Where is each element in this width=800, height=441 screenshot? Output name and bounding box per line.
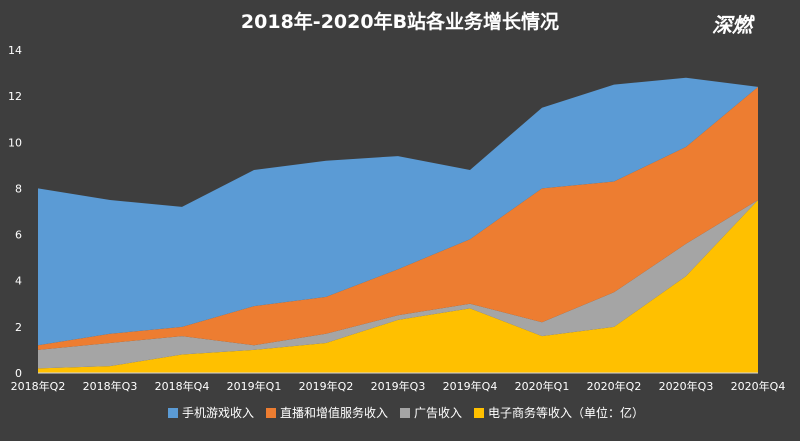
legend-label: 广告收入	[414, 406, 462, 420]
x-tick-label: 2019年Q3	[371, 379, 426, 393]
y-tick-label: 2	[15, 321, 22, 334]
y-tick-label: 12	[8, 90, 22, 103]
area-series-4	[38, 77, 758, 346]
x-tick-label: 2019年Q2	[299, 379, 354, 393]
y-tick-label: 14	[8, 44, 22, 57]
legend-label: 直播和增值服务收入	[280, 405, 388, 420]
legend-swatch	[400, 408, 410, 418]
x-tick-label: 2020年Q4	[731, 379, 786, 393]
area-series-3	[38, 86, 758, 350]
watermark-text: 深燃	[712, 13, 755, 37]
legend-swatch	[474, 408, 484, 418]
y-tick-label: 10	[8, 136, 22, 149]
x-tick-label: 2020年Q1	[515, 379, 570, 393]
legend-label: 电子商务等收入（单位：亿）	[488, 405, 644, 420]
x-tick-label: 2018年Q3	[83, 379, 138, 393]
chart-title: 2018年-2020年B站各业务增长情况	[241, 10, 559, 33]
x-tick-label: 2019年Q4	[443, 379, 498, 393]
legend-label: 手机游戏收入	[182, 406, 254, 420]
x-tick-label: 2020年Q3	[659, 379, 714, 393]
x-tick-label: 2020年Q2	[587, 379, 642, 393]
watermark-logo: 深燃	[712, 13, 755, 37]
y-tick-label: 8	[15, 182, 22, 195]
x-tick-label: 2018年Q2	[11, 379, 66, 393]
y-tick-label: 0	[15, 367, 22, 380]
area-series-2	[38, 200, 758, 369]
area-series-1	[38, 200, 758, 373]
legend-swatch	[168, 408, 178, 418]
axis-layer: 0 2 4 6 8 10 12 14 2018年Q2 2018年Q3 2018年Q4 2019年Q1 2…	[8, 44, 785, 393]
y-tick-label: 6	[15, 229, 22, 242]
x-tick-label: 2018年Q4	[155, 379, 210, 393]
y-tick-label: 4	[15, 275, 22, 288]
legend-swatch	[266, 408, 276, 418]
series-areas	[38, 77, 758, 373]
x-tick-label: 2019年Q1	[227, 379, 282, 393]
legend: 手机游戏收入 直播和增值服务收入 广告收入 电子商务等收入（单位：亿）	[168, 405, 644, 420]
